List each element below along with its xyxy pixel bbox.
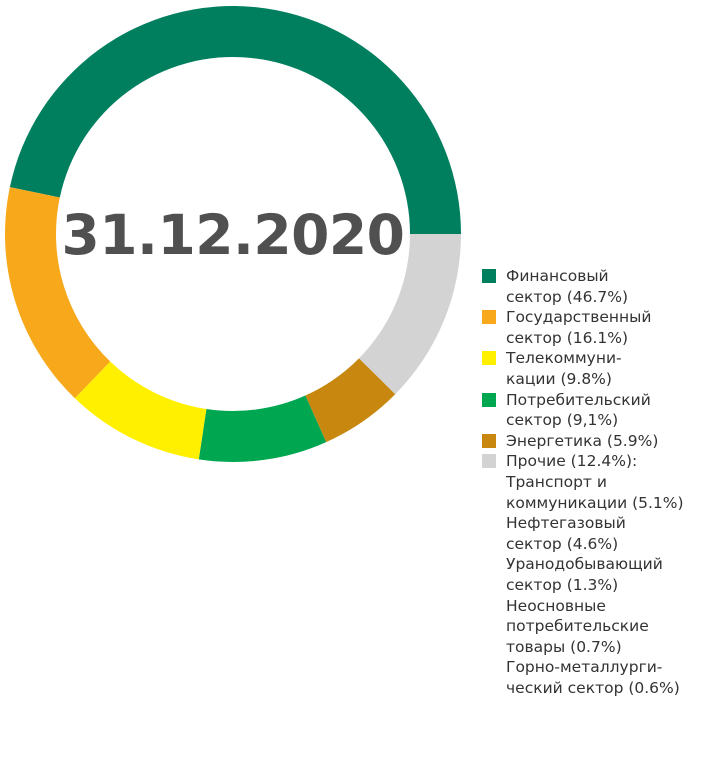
- legend-label: Энергетика (5.9%): [506, 431, 659, 450]
- legend-swatch: [482, 454, 496, 469]
- donut-slice-0: [9, 6, 462, 235]
- legend-swatch: [482, 392, 496, 407]
- legend-item-energy: Энергетика (5.9%): [482, 431, 708, 452]
- donut-slice-4: [74, 361, 207, 460]
- legend-swatch: [482, 433, 496, 448]
- other-breakdown-consumer-discretionary: Неосновные потребительские товары (0.7%): [506, 596, 649, 656]
- other-breakdown-mining-metals: Горно-металлурги- ческий сектор (0.6%): [506, 658, 680, 697]
- donut-slice-1: [358, 234, 461, 395]
- legend-label: Прочие (12.4%):: [506, 452, 638, 471]
- donut-slice-5: [4, 187, 111, 399]
- legend-item-consumer: Потребительский сектор (9,1%): [482, 390, 708, 431]
- other-breakdown-transport: Транспорт и коммуникации (5.1%): [506, 472, 684, 512]
- donut-slice-2: [305, 358, 396, 443]
- legend-label: Финансовый сектор (46.7%): [506, 267, 629, 306]
- legend-item-government: Государственный сектор (16.1%): [482, 307, 708, 348]
- legend-item-telecom: Телекоммуни- кации (9.8%): [482, 348, 708, 389]
- legend-label: Телекоммуни- кации (9.8%): [506, 349, 622, 388]
- donut-slice-3: [198, 395, 327, 462]
- legend-item-other: Прочие (12.4%):: [482, 451, 708, 472]
- other-breakdown-oil-gas: Нефтегазовый сектор (4.6%): [506, 514, 626, 553]
- other-breakdown-uranium: Уранодобывающий сектор (1.3%): [506, 555, 663, 594]
- legend-swatch: [482, 269, 496, 283]
- legend-swatch: [482, 351, 496, 366]
- center-date-label: 31.12.2020: [61, 203, 405, 267]
- legend-label: Потребительский сектор (9,1%): [506, 390, 651, 430]
- legend-label: Государственный сектор (16.1%): [506, 308, 652, 347]
- legend-swatch: [482, 310, 496, 325]
- legend: Финансовый сектор (46.7%) Государственны…: [482, 266, 708, 698]
- legend-item-financial: Финансовый сектор (46.7%): [482, 266, 708, 307]
- donut-chart: [4, 6, 462, 462]
